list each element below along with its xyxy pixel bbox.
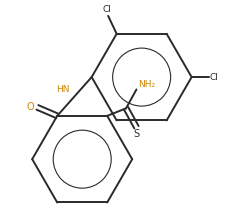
Text: Cl: Cl — [103, 5, 112, 14]
Text: O: O — [27, 102, 35, 112]
Text: S: S — [133, 129, 139, 140]
Text: NH₂: NH₂ — [138, 80, 155, 88]
Text: HN: HN — [56, 85, 70, 94]
Text: Cl: Cl — [209, 73, 218, 82]
